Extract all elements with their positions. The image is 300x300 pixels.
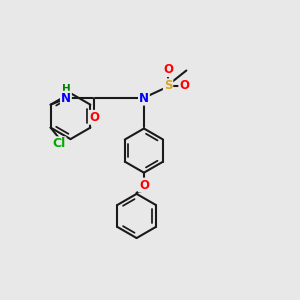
Text: S: S <box>164 79 172 92</box>
Text: O: O <box>179 79 189 92</box>
Text: O: O <box>89 111 99 124</box>
Text: O: O <box>139 178 149 191</box>
Text: H: H <box>61 84 70 94</box>
Text: N: N <box>139 92 149 105</box>
Text: Cl: Cl <box>52 137 65 150</box>
Text: N: N <box>61 92 71 105</box>
Text: O: O <box>163 63 173 76</box>
